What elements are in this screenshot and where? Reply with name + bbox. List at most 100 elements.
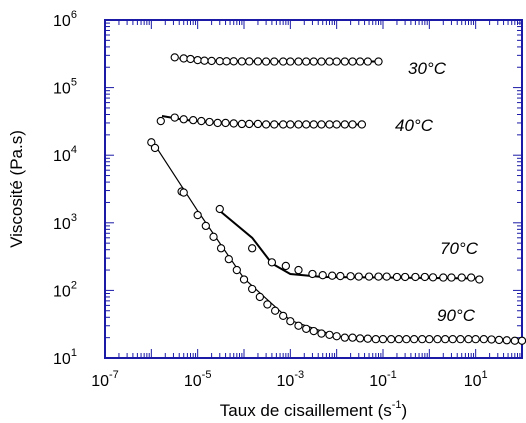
data-point <box>286 317 295 326</box>
data-point <box>216 244 226 253</box>
data-point <box>207 56 216 66</box>
data-point <box>332 332 341 341</box>
data-point <box>340 333 349 342</box>
data-point <box>245 57 254 66</box>
data-point <box>428 273 438 282</box>
data-point <box>456 335 465 344</box>
y-tick-label: 104 <box>53 144 77 165</box>
y-tick-exp: 2 <box>71 279 77 291</box>
data-point <box>354 272 363 281</box>
y-tick-label: 102 <box>53 279 77 300</box>
data-point <box>245 119 254 129</box>
data-point <box>279 120 288 129</box>
data-point <box>517 336 526 345</box>
data-point <box>179 54 188 63</box>
data-point <box>371 335 380 344</box>
data-point <box>433 335 442 344</box>
x-tick-exp: -7 <box>109 369 119 381</box>
data-point <box>186 54 195 64</box>
x-axis-title-main: Taux de cisaillement (s <box>220 401 392 420</box>
data-point <box>263 300 272 309</box>
data-point <box>328 271 337 280</box>
data-point <box>439 273 448 282</box>
data-point <box>317 329 326 338</box>
data-point <box>357 120 367 129</box>
data-point <box>348 120 357 129</box>
data-point <box>510 336 519 345</box>
data-point <box>150 143 160 153</box>
data-point <box>156 116 165 126</box>
x-axis-title: Taux de cisaillement (s-1) <box>220 399 407 420</box>
data-point <box>464 335 473 344</box>
x-tick-label: 101 <box>464 369 488 390</box>
data-point <box>346 272 355 281</box>
data-point <box>411 272 420 282</box>
y-tick-base: 10 <box>53 148 71 165</box>
y-tick-base: 10 <box>53 351 71 368</box>
data-point <box>200 56 209 65</box>
data-point <box>239 275 249 284</box>
data-point <box>378 335 388 344</box>
data-point <box>325 57 334 66</box>
x-tick-label: 10-7 <box>91 369 119 390</box>
series-labels: 30°C 40°C 70°C 90°C <box>395 59 479 325</box>
series-label: 30°C <box>408 59 447 78</box>
x-tick-label: 10-3 <box>277 369 305 390</box>
data-point <box>248 284 257 294</box>
data-point <box>237 119 247 129</box>
data-point <box>317 120 326 129</box>
data-point <box>147 138 156 147</box>
data-point <box>340 120 349 129</box>
data-point <box>193 210 202 220</box>
data-point <box>332 120 341 129</box>
data-point <box>448 335 457 344</box>
data-point <box>193 55 202 65</box>
series-label: 40°C <box>395 116 434 135</box>
data-point <box>494 335 504 345</box>
x-tick-base: 10 <box>464 373 482 390</box>
data-point <box>355 57 365 66</box>
x-tick-label: 10-1 <box>369 369 397 390</box>
data-point <box>400 272 410 282</box>
data-point <box>394 335 404 344</box>
data-point <box>325 330 334 340</box>
y-axis-title: Viscosité (Pa.s) <box>7 130 26 248</box>
data-point <box>255 292 265 302</box>
data-point <box>170 113 179 122</box>
data-point <box>213 118 222 128</box>
data-point <box>374 57 383 66</box>
data-point <box>221 118 230 128</box>
data-point <box>229 57 238 66</box>
data-point <box>281 261 290 271</box>
data-point <box>447 273 456 282</box>
data-point <box>309 57 318 66</box>
data-point <box>232 265 241 275</box>
data-point <box>418 335 427 344</box>
y-tick-label: 105 <box>53 77 77 98</box>
data-point <box>409 335 419 344</box>
data-point <box>201 221 210 231</box>
y-tick-exp: 3 <box>71 212 77 224</box>
data-point <box>229 119 238 128</box>
data-point <box>309 326 318 336</box>
x-tick-exp: -5 <box>202 369 212 381</box>
data-point <box>270 57 279 66</box>
data-point <box>179 188 188 197</box>
data-point <box>286 120 295 129</box>
x-tick-label: 10-5 <box>184 369 212 390</box>
y-tick-label: 103 <box>53 212 77 233</box>
x-tick-base: 10 <box>369 373 387 390</box>
data-point <box>392 272 402 282</box>
data-point <box>441 335 450 344</box>
data-point <box>267 258 277 267</box>
data-point <box>387 335 396 344</box>
data-point <box>302 57 311 66</box>
data-point <box>317 57 326 66</box>
data-point <box>286 57 295 66</box>
data-point <box>253 57 263 66</box>
y-tick-base: 10 <box>53 283 71 300</box>
y-tick-exp: 6 <box>71 9 77 21</box>
data-points <box>147 53 526 345</box>
x-tick-exp: 1 <box>482 369 488 381</box>
